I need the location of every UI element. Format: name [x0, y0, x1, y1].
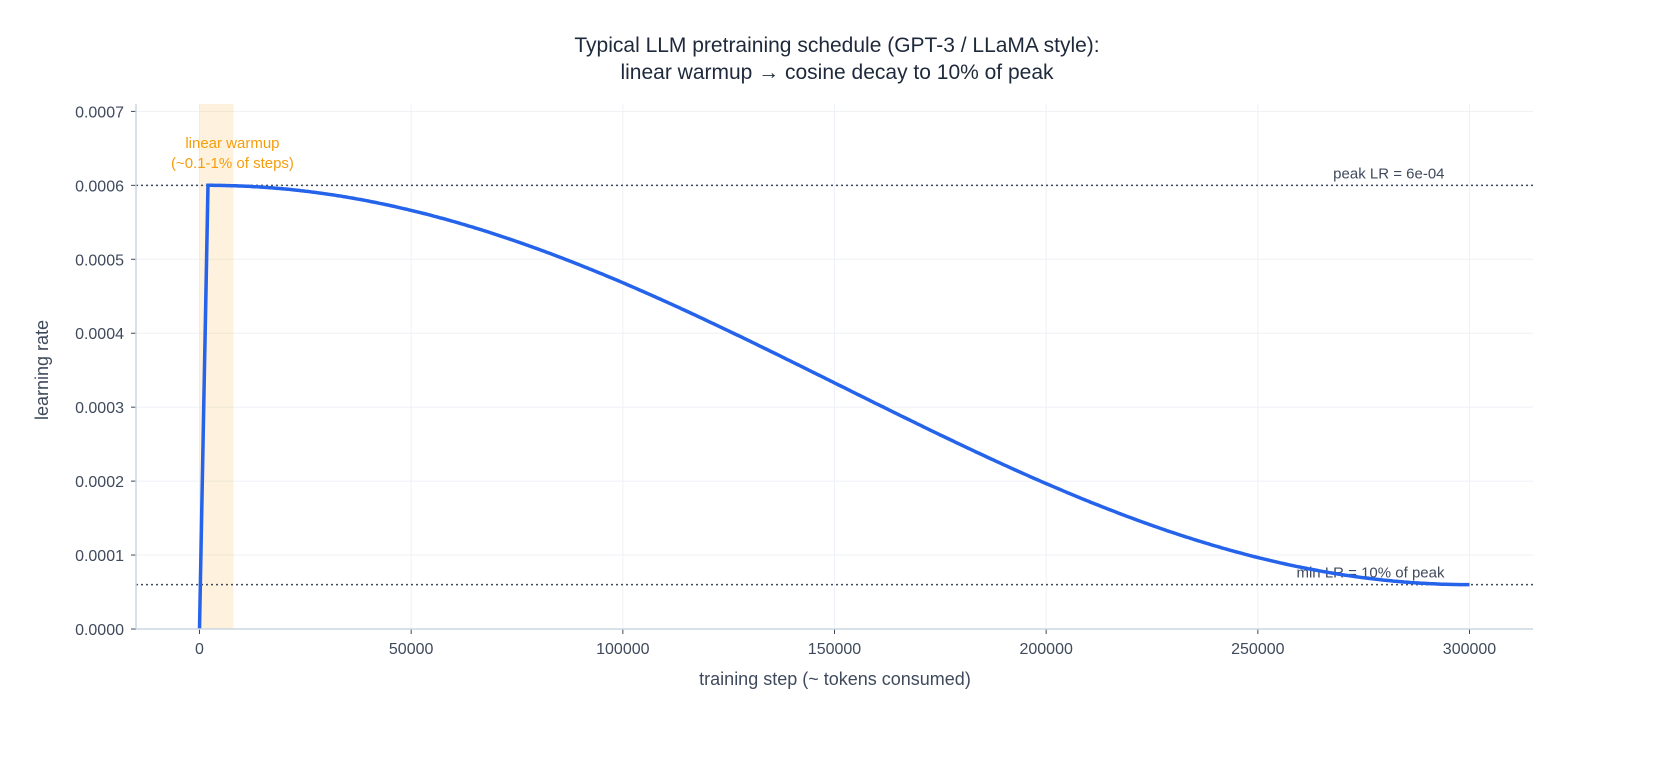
- x-tick-label: 100000: [596, 641, 649, 658]
- reference-line-label: min LR = 10% of peak: [1296, 565, 1445, 582]
- x-tick-label: 50000: [389, 641, 434, 658]
- chart-title-line2: linear warmup → cosine decay to 10% of p…: [620, 61, 1054, 84]
- y-tick-label: 0.0006: [75, 178, 124, 195]
- lr-curve: [197, 183, 1470, 630]
- warmup-label-line2: (~0.1-1% of steps): [171, 155, 294, 172]
- reference-line-label: peak LR = 6e-04: [1333, 165, 1444, 182]
- y-tick-label: 0.0004: [75, 326, 124, 343]
- y-tick-label: 0.0000: [75, 622, 124, 639]
- x-axis-label: training step (~ tokens consumed): [699, 669, 971, 689]
- x-tick-label: 250000: [1231, 641, 1284, 658]
- y-tick-label: 0.0007: [75, 104, 124, 121]
- warmup-label-line1: linear warmup: [185, 135, 279, 152]
- y-tick-label: 0.0002: [75, 474, 124, 491]
- x-tick-label: 200000: [1019, 641, 1072, 658]
- y-tick-label: 0.0001: [75, 548, 124, 565]
- y-axis-label: learning rate: [32, 320, 52, 420]
- x-tick-label: 0: [195, 641, 204, 658]
- y-tick-label: 0.0003: [75, 400, 124, 417]
- x-tick-label: 300000: [1443, 641, 1496, 658]
- y-tick-label: 0.0005: [75, 252, 124, 269]
- x-tick-label: 150000: [808, 641, 861, 658]
- chart-title-line1: Typical LLM pretraining schedule (GPT-3 …: [574, 34, 1099, 57]
